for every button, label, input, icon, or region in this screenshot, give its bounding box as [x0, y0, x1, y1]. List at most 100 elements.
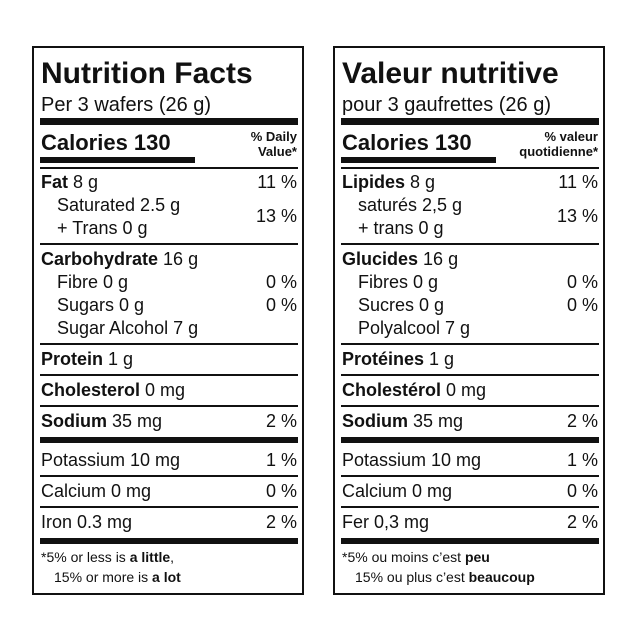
serving-size: Per 3 wafers (26 g) — [41, 95, 211, 115]
text: Calcium 0 mg — [342, 481, 453, 501]
nutrient-row: Fibre 0 g — [57, 273, 128, 291]
text: 2 % — [566, 512, 598, 532]
bold-text: Nutrition Facts — [41, 57, 253, 90]
text: Sugars 0 g — [57, 295, 145, 315]
daily-value: 0 % — [266, 296, 297, 314]
text: Calcium 0 mg — [41, 481, 152, 501]
nutrient-row: Carbohydrate 16 g — [41, 250, 198, 268]
rule — [341, 157, 496, 163]
rule — [40, 506, 298, 508]
daily-value: 2 % — [266, 412, 297, 430]
dv-header: quotidienne* — [519, 145, 598, 158]
title: Valeur nutritive — [342, 59, 559, 89]
text: 0 mg — [446, 380, 487, 400]
dv-header: Value* — [258, 145, 297, 158]
bold-text: % valeur — [544, 128, 598, 144]
bold-text: Glucides — [342, 249, 419, 269]
bold-text: Valeur nutritive — [342, 57, 559, 90]
daily-value: 2 % — [567, 513, 598, 531]
bold-text: Sodium — [342, 411, 408, 431]
bold-text: Fat — [41, 172, 68, 192]
text: 1 % — [265, 450, 297, 470]
daily-value: 11 % — [257, 173, 297, 191]
nutrient-row: Fat 8 g — [41, 173, 98, 191]
daily-value: 0 % — [266, 273, 297, 291]
nutrient-row: Sodium 35 mg — [342, 412, 463, 430]
rule — [40, 538, 298, 544]
text: Fibre 0 g — [57, 272, 129, 292]
text: *5% or less is — [41, 549, 126, 565]
rule — [341, 118, 599, 125]
text: 2 % — [566, 411, 598, 431]
rule — [341, 475, 599, 477]
bold-text: Cholesterol — [41, 380, 141, 400]
bold-text: Protéines — [342, 349, 425, 369]
text: 35 mg — [112, 411, 163, 431]
text: Saturated 2.5 g — [57, 195, 181, 215]
bold-text: Sodium — [41, 411, 107, 431]
calories: Calories 130 — [41, 132, 171, 154]
rule — [341, 538, 599, 544]
text: 1 g — [429, 349, 455, 369]
bold-text: Value* — [257, 143, 297, 159]
daily-value: 0 % — [567, 482, 598, 500]
rule — [341, 374, 599, 376]
nutrient-row: Calcium 0 mg — [41, 482, 151, 500]
nutrient-row: Sucres 0 g — [358, 296, 444, 314]
rule — [40, 475, 298, 477]
text: 0 % — [265, 295, 297, 315]
footnote: 15% or more is a lot — [54, 570, 181, 584]
footnote: *5% or less is a little, — [41, 550, 174, 564]
footnote: *5% ou moins c’est peu — [342, 550, 490, 564]
label-panel — [333, 46, 605, 595]
text: 8 g — [73, 172, 99, 192]
bold-text: beaucoup — [468, 569, 535, 585]
text: 0 % — [566, 272, 598, 292]
text: 1 g — [108, 349, 134, 369]
text: 35 mg — [413, 411, 464, 431]
text: Per 3 wafers (26 g) — [41, 94, 212, 116]
rule — [40, 374, 298, 376]
text: 0 % — [566, 295, 598, 315]
bold-text: Cholestérol — [342, 380, 442, 400]
text: 15% or more is — [54, 569, 149, 585]
rule — [341, 343, 599, 345]
bold-text: Carbohydrate — [41, 249, 159, 269]
text: Sucres 0 g — [358, 295, 445, 315]
nutrient-row: Potassium 10 mg — [342, 451, 481, 469]
nutrient-row: Iron 0.3 mg — [41, 513, 132, 531]
text: + trans 0 g — [358, 218, 444, 238]
text: 8 g — [410, 172, 436, 192]
text: Fibres 0 g — [358, 272, 439, 292]
text: 15% ou plus c’est — [355, 569, 465, 585]
bold-text: Calories 130 — [342, 130, 472, 155]
text: 0 % — [566, 481, 598, 501]
nutrient-row: Protein 1 g — [41, 350, 133, 368]
nutrient-row: Fibres 0 g — [358, 273, 438, 291]
nutrient-row: Calcium 0 mg — [342, 482, 452, 500]
text: , — [170, 549, 175, 565]
nutrient-row: Cholesterol 0 mg — [41, 381, 185, 399]
text: Polyalcool 7 g — [358, 318, 471, 338]
rule — [40, 405, 298, 407]
bold-text: Calories 130 — [41, 130, 171, 155]
nutrient-row: Potassium 10 mg — [41, 451, 180, 469]
rule — [40, 118, 298, 125]
text: *5% ou moins c’est — [342, 549, 462, 565]
text: Potassium 10 mg — [342, 450, 482, 470]
daily-value: 13 % — [256, 207, 297, 225]
text: pour 3 gaufrettes (26 g) — [342, 94, 552, 116]
text: 0 mg — [145, 380, 186, 400]
bold-text: Lipides — [342, 172, 406, 192]
daily-value: 1 % — [266, 451, 297, 469]
bold-text: peu — [464, 549, 490, 565]
nutrient-line: + Trans 0 g — [57, 219, 148, 237]
nutrient-row: Sugar Alcohol 7 g — [57, 319, 198, 337]
rule — [341, 506, 599, 508]
nutrient-row: Sugars 0 g — [57, 296, 144, 314]
text: 0 % — [265, 481, 297, 501]
daily-value: 0 % — [567, 273, 598, 291]
text: Sugar Alcohol 7 g — [57, 318, 199, 338]
nutrient-line: + trans 0 g — [358, 219, 444, 237]
